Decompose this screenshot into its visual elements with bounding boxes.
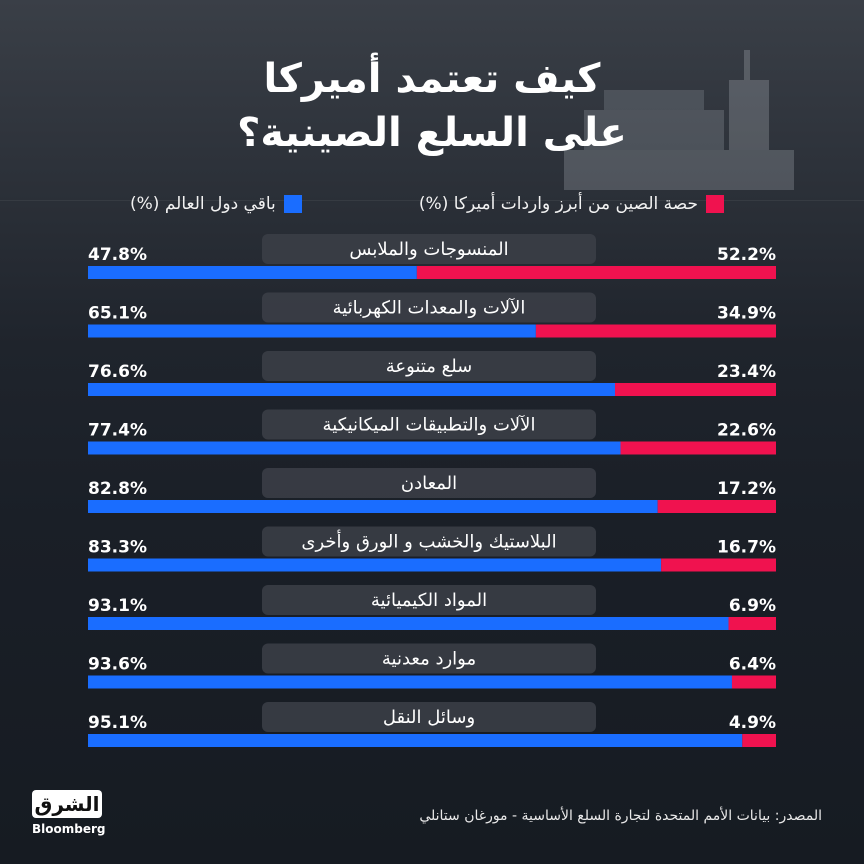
legend-item-world: باقي دول العالم (%)	[130, 194, 302, 214]
bar-world	[88, 558, 662, 572]
value-label-world: 77.4%	[88, 421, 147, 441]
legend-label-world: باقي دول العالم (%)	[130, 194, 276, 214]
category-label: الآلات والمعدات الكهربائية	[333, 297, 526, 319]
bar-china	[620, 441, 776, 455]
value-label-china: 34.9%	[717, 304, 776, 324]
category-label-box	[262, 526, 596, 557]
brand-logo: الشرق Bloomberg	[32, 790, 120, 842]
category-label: الآلات والتطبيقات الميكانيكية	[323, 414, 536, 436]
category-label-box	[262, 643, 596, 674]
value-label-china: 17.2%	[717, 479, 776, 499]
bar-china	[742, 734, 776, 747]
category-label-box	[262, 702, 596, 732]
legend-swatch-world	[283, 195, 302, 213]
bar-china	[615, 383, 776, 396]
category-label-box	[262, 468, 596, 498]
value-label-china: 16.7%	[717, 538, 776, 558]
legend-swatch-china	[706, 195, 724, 213]
horizon-line	[0, 200, 864, 201]
bar-world	[88, 500, 658, 513]
category-label-box	[262, 585, 596, 615]
source-note: المصدر: بيانات الأمم المتحدة لتجارة السل…	[419, 808, 822, 824]
value-label-china: 4.9%	[729, 713, 776, 733]
category-label: المواد الكيميائية	[371, 590, 487, 611]
value-label-world: 83.3%	[88, 538, 147, 558]
bar-world	[88, 266, 417, 279]
value-label-china: 23.4%	[717, 362, 776, 382]
category-label: المعادن	[401, 473, 457, 494]
category-label: المنسوجات والملابس	[349, 239, 508, 260]
category-label: وسائل النقل	[383, 707, 475, 728]
bar-china	[416, 266, 776, 279]
category-label: موارد معدنية	[382, 649, 476, 670]
legend-item-china: حصة الصين من أبرز واردات أميركا (%)	[419, 194, 724, 214]
bar-world	[88, 675, 732, 689]
value-label-china: 6.9%	[729, 596, 776, 616]
page-title: كيف تعتمد أميركا على السلع الصينية؟	[0, 52, 864, 160]
category-label-box	[262, 292, 596, 323]
bar-world	[88, 441, 621, 455]
bar-china	[657, 500, 776, 513]
title-line-2: على السلع الصينية؟	[237, 110, 627, 156]
value-label-world: 65.1%	[88, 304, 147, 324]
category-label-box	[262, 351, 596, 381]
category-label-box	[262, 234, 596, 264]
bar-world	[88, 617, 729, 630]
value-label-china: 22.6%	[717, 421, 776, 441]
legend: حصة الصين من أبرز واردات أميركا (%) باقي…	[130, 192, 724, 216]
value-label-world: 93.6%	[88, 655, 147, 675]
bar-china	[661, 558, 776, 572]
value-label-world: 76.6%	[88, 362, 147, 382]
ship-illustration	[564, 50, 794, 190]
legend-label-china: حصة الصين من أبرز واردات أميركا (%)	[418, 194, 698, 214]
category-label: البلاستيك والخشب و الورق وأخرى	[301, 530, 556, 553]
logo-name: الشرق	[32, 790, 102, 818]
bar-china	[731, 675, 776, 689]
bar-world	[88, 324, 536, 338]
bar-china	[535, 324, 776, 338]
value-label-china: 52.2%	[717, 245, 776, 265]
value-label-china: 6.4%	[729, 655, 776, 675]
category-label-box	[262, 409, 596, 440]
bar-world	[88, 734, 743, 747]
value-label-world: 95.1%	[88, 713, 147, 733]
title-line-1: كيف تعتمد أميركا	[263, 56, 601, 102]
value-label-world: 47.8%	[88, 245, 147, 265]
value-label-world: 82.8%	[88, 479, 147, 499]
category-label: سلع متنوعة	[386, 356, 473, 377]
bar-china	[728, 617, 776, 630]
value-label-world: 93.1%	[88, 596, 147, 616]
bar-world	[88, 383, 616, 396]
logo-sub: Bloomberg	[32, 822, 106, 836]
